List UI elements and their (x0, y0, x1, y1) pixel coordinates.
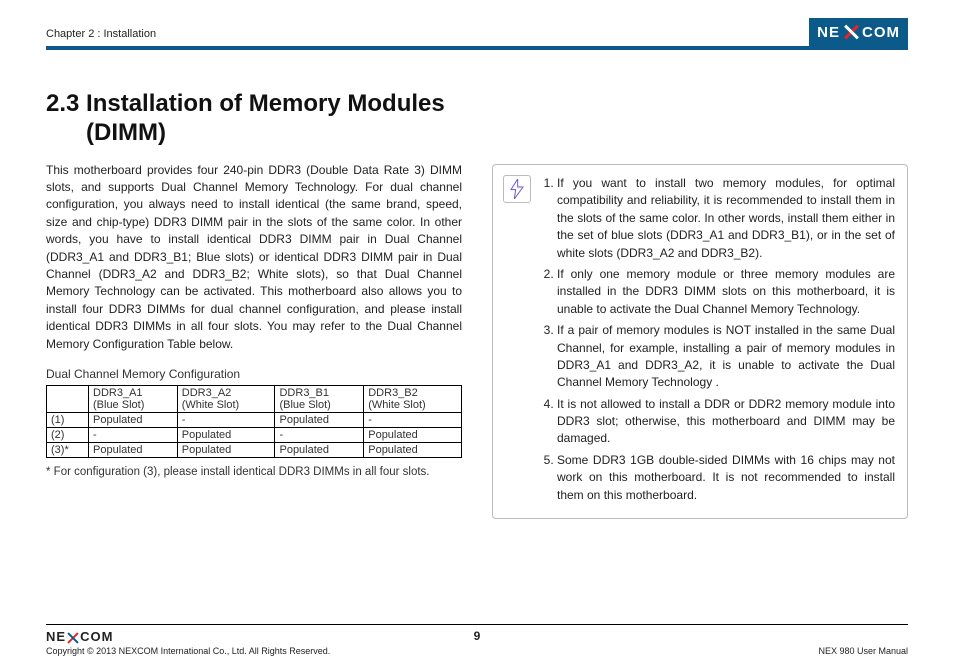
footer-logo-right: COM (80, 629, 113, 644)
brand-logo: NE COM (809, 18, 908, 46)
table-row: (1) Populated - Populated - (47, 412, 462, 427)
row-label: (1) (47, 412, 89, 427)
table-cell: - (177, 412, 275, 427)
logo-x-icon (842, 23, 860, 41)
header-bottom: (Blue Slot) (279, 399, 330, 411)
row-label: (3)* (47, 442, 89, 457)
table-cell: - (364, 412, 462, 427)
table-corner-cell (47, 385, 89, 412)
header-bottom: (White Slot) (182, 399, 239, 411)
table-header-cell: DDR3_A2 (White Slot) (177, 385, 275, 412)
left-column: 2.3 Installation of Memory Modules (DIMM… (46, 90, 462, 612)
logo-left: NE (817, 24, 840, 41)
table-cell: Populated (177, 442, 275, 457)
footer-left: NE COM Copyright © 2013 NEXCOM Internatio… (46, 629, 330, 656)
right-column: If you want to install two memory module… (492, 90, 908, 612)
note-box: If you want to install two memory module… (492, 164, 908, 519)
note-item: Some DDR3 1GB double-sided DIMMs with 16… (557, 452, 895, 504)
footer-logo: NE COM (46, 629, 113, 644)
section-title: 2.3 Installation of Memory Modules (DIMM… (46, 90, 462, 148)
table-header-cell: DDR3_A1 (Blue Slot) (89, 385, 178, 412)
table-row: (2) - Populated - Populated (47, 427, 462, 442)
manual-name: NEX 980 User Manual (818, 646, 908, 656)
table-footnote: * For configuration (3), please install … (46, 466, 462, 478)
table-cell: Populated (364, 427, 462, 442)
header-top: DDR3_A2 (182, 387, 232, 399)
header-top: DDR3_B1 (279, 387, 329, 399)
table-cell: Populated (364, 442, 462, 457)
table-cell: Populated (89, 412, 178, 427)
logo-right: COM (862, 24, 900, 41)
page-footer: NE COM Copyright © 2013 NEXCOM Internatio… (46, 624, 908, 656)
table-cell: Populated (275, 412, 364, 427)
header-top: DDR3_A1 (93, 387, 143, 399)
memory-config-table: DDR3_A1 (Blue Slot) DDR3_A2 (White Slot)… (46, 385, 462, 458)
note-item: It is not allowed to install a DDR or DD… (557, 396, 895, 448)
table-cell: Populated (89, 442, 178, 457)
row-label: (2) (47, 427, 89, 442)
lightning-icon (503, 175, 531, 203)
title-line-1: 2.3 Installation of Memory Modules (46, 90, 445, 117)
page-number: 9 (474, 629, 481, 643)
table-cell: Populated (177, 427, 275, 442)
body-paragraph: This motherboard provides four 240-pin D… (46, 162, 462, 353)
table-cell: - (275, 427, 364, 442)
page-content: 2.3 Installation of Memory Modules (DIMM… (46, 90, 908, 612)
table-header-row: DDR3_A1 (Blue Slot) DDR3_A2 (White Slot)… (47, 385, 462, 412)
header-bottom: (White Slot) (368, 399, 425, 411)
table-caption: Dual Channel Memory Configuration (46, 367, 462, 381)
footer-logo-x-icon (66, 632, 80, 644)
table-cell: - (89, 427, 178, 442)
chapter-label: Chapter 2 : Installation (46, 28, 156, 46)
page-header: Chapter 2 : Installation NE COM (46, 18, 908, 50)
footer-logo-left: NE (46, 629, 66, 644)
copyright-text: Copyright © 2013 NEXCOM International Co… (46, 646, 330, 656)
table-header-cell: DDR3_B2 (White Slot) (364, 385, 462, 412)
table-header-cell: DDR3_B1 (Blue Slot) (275, 385, 364, 412)
note-item: If a pair of memory modules is NOT insta… (557, 322, 895, 392)
title-line-2: (DIMM) (46, 119, 462, 148)
note-item: If you want to install two memory module… (557, 175, 895, 262)
header-bottom: (Blue Slot) (93, 399, 144, 411)
note-list: If you want to install two memory module… (541, 175, 895, 504)
note-item: If only one memory module or three memor… (557, 266, 895, 318)
header-top: DDR3_B2 (368, 387, 418, 399)
table-row: (3)* Populated Populated Populated Popul… (47, 442, 462, 457)
table-cell: Populated (275, 442, 364, 457)
